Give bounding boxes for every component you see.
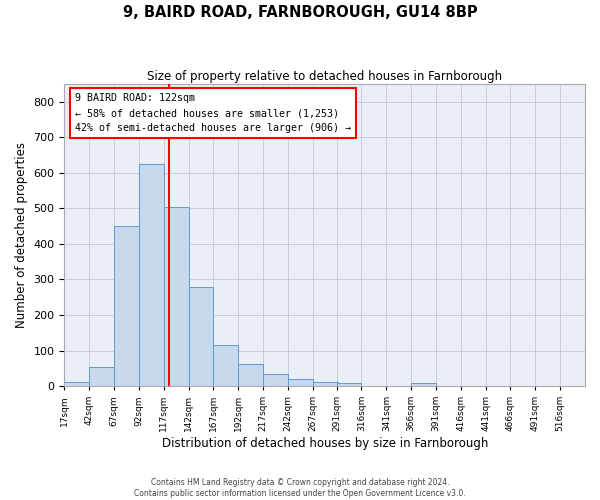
Text: 9, BAIRD ROAD, FARNBOROUGH, GU14 8BP: 9, BAIRD ROAD, FARNBOROUGH, GU14 8BP xyxy=(122,5,478,20)
Bar xyxy=(164,206,188,386)
Text: 9 BAIRD ROAD: 122sqm
← 58% of detached houses are smaller (1,253)
42% of semi-de: 9 BAIRD ROAD: 122sqm ← 58% of detached h… xyxy=(75,93,351,133)
Y-axis label: Number of detached properties: Number of detached properties xyxy=(15,142,28,328)
Bar xyxy=(238,364,263,386)
Bar xyxy=(411,383,436,386)
Bar xyxy=(114,226,139,386)
Bar xyxy=(64,382,89,386)
Text: Contains HM Land Registry data © Crown copyright and database right 2024.
Contai: Contains HM Land Registry data © Crown c… xyxy=(134,478,466,498)
Bar xyxy=(337,383,361,386)
Bar xyxy=(139,164,164,386)
Bar xyxy=(313,382,338,386)
Bar xyxy=(214,345,238,386)
Bar xyxy=(263,374,288,386)
Bar xyxy=(89,366,114,386)
Bar xyxy=(288,379,313,386)
Title: Size of property relative to detached houses in Farnborough: Size of property relative to detached ho… xyxy=(147,70,502,83)
Bar xyxy=(188,286,214,386)
X-axis label: Distribution of detached houses by size in Farnborough: Distribution of detached houses by size … xyxy=(161,437,488,450)
